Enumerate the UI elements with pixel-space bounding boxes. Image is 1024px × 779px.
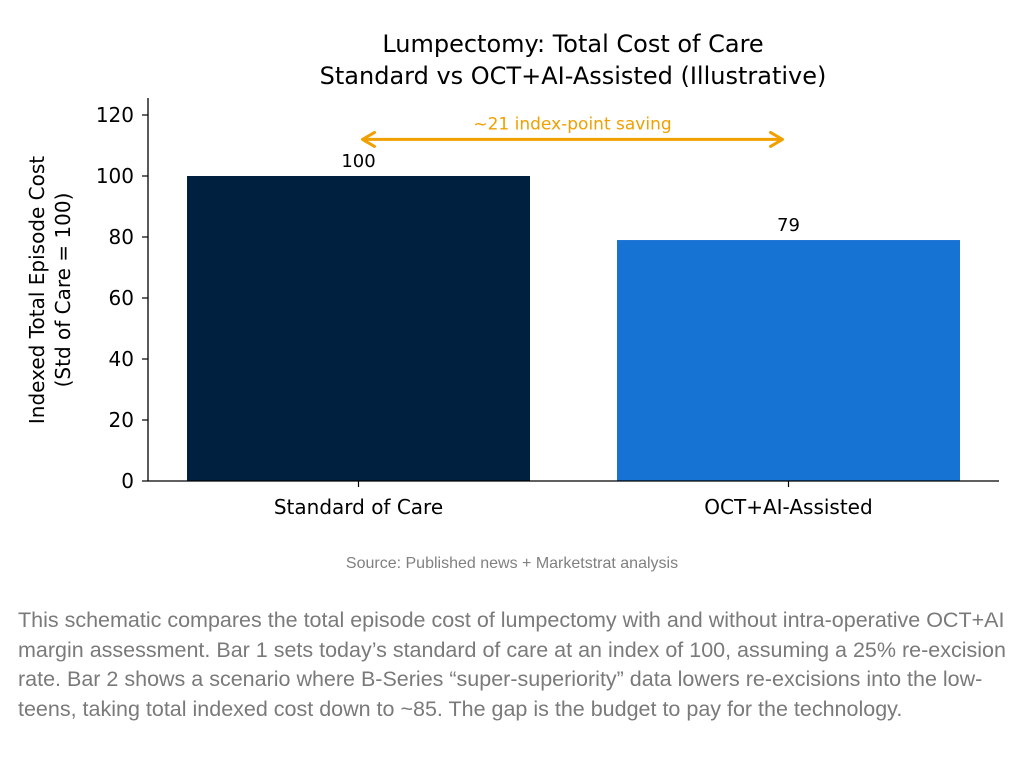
bars: 100 79 bbox=[187, 151, 960, 481]
y-axis-label-line2: (Std of Care = 100) bbox=[51, 193, 75, 388]
y-tick-label: 60 bbox=[109, 286, 134, 310]
bar-value-label: 100 bbox=[341, 151, 375, 172]
y-tick-label: 120 bbox=[96, 103, 134, 127]
y-axis-label-line1: Indexed Total Episode Cost bbox=[25, 156, 49, 424]
y-tick-label: 40 bbox=[109, 347, 134, 371]
bar-value-label: 79 bbox=[777, 215, 800, 236]
bar-1 bbox=[187, 176, 530, 481]
y-tick-label: 80 bbox=[109, 225, 134, 249]
y-tick-label: 0 bbox=[121, 469, 134, 493]
arrow-head-left-icon bbox=[361, 130, 376, 148]
x-tick-label: Standard of Care bbox=[274, 495, 443, 519]
chart-caption: This schematic compares the total episod… bbox=[18, 608, 1006, 721]
y-axis-ticks: 0 20 40 60 80 100 120 bbox=[96, 103, 148, 493]
source-note: Source: Published news + Marketstrat ana… bbox=[345, 555, 679, 572]
arrow-head-right-icon bbox=[769, 130, 784, 148]
saving-annotation: ~21 index-point saving bbox=[361, 114, 784, 148]
chart-subtitle: Standard vs OCT+AI-Assisted (Illustrativ… bbox=[320, 62, 827, 90]
chart-title: Lumpectomy: Total Cost of Care bbox=[382, 30, 763, 58]
y-tick-label: 100 bbox=[96, 164, 134, 188]
x-tick-label: OCT+AI-Assisted bbox=[704, 495, 872, 519]
bar-2 bbox=[617, 240, 960, 481]
bar-chart: Lumpectomy: Total Cost of Care Standard … bbox=[25, 30, 999, 519]
saving-annotation-label: ~21 index-point saving bbox=[473, 114, 671, 134]
y-axis-label: Indexed Total Episode Cost (Std of Care … bbox=[25, 156, 75, 424]
y-tick-label: 20 bbox=[109, 408, 134, 432]
x-axis-ticks: Standard of Care OCT+AI-Assisted bbox=[274, 481, 873, 519]
